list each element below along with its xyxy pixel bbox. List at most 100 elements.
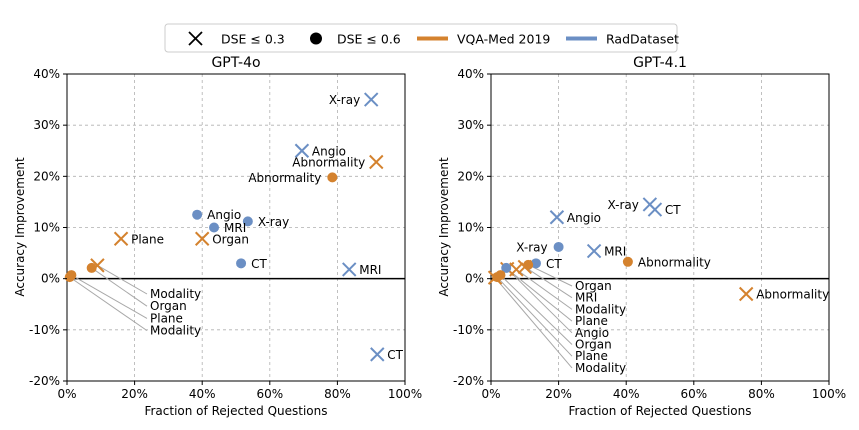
y-tick-label: 40%	[457, 67, 484, 81]
x-tick-label: 0%	[481, 387, 500, 401]
dot-marker-plane	[492, 272, 503, 283]
data-marks	[487, 197, 754, 302]
y-tick-label: -10%	[29, 323, 60, 337]
data-label-mri: MRI	[224, 221, 246, 235]
y-tick-label: 20%	[33, 169, 60, 183]
panel-gpt-4-1: GPT-4.1 X-ray CT Angio X-ray MRI Abnormality C…	[437, 55, 846, 418]
callout-leader	[500, 274, 573, 345]
data-label-abnormality: Abnormality	[638, 255, 711, 269]
callout-leader	[496, 276, 573, 357]
data-label-angio: Angio	[575, 326, 609, 340]
x-marker-organ	[194, 231, 210, 246]
data-label-x-ray: X-ray	[258, 215, 289, 229]
callout-leader	[527, 264, 573, 287]
data-label-ct: CT	[251, 257, 267, 271]
data-label-angio: Angio	[312, 144, 346, 158]
dot-marker-organ	[86, 262, 97, 273]
data-label-modality: Modality	[150, 287, 201, 301]
data-label-modality: Modality	[575, 302, 626, 316]
tick-labels: 0% 20% 40% 60% 80% 100% -20% -10% 0% 10% 20% 30% 40%	[29, 67, 422, 401]
data-label-plane: Plane	[575, 349, 608, 363]
x-marker-mri	[517, 259, 533, 275]
legend-dot-marker-icon	[310, 32, 322, 45]
data-label-mri: MRI	[359, 263, 381, 277]
x-tick-label: 20%	[121, 387, 148, 401]
callout-leader	[516, 269, 573, 310]
data-labels: X-ray CT Angio X-ray MRI Abnormality CT Abnorma…	[516, 198, 829, 375]
data-label-x-ray: X-ray	[608, 198, 639, 212]
x-tick-label: 40%	[189, 387, 216, 401]
callout-leader	[505, 267, 573, 334]
x-tick-label: 80%	[324, 387, 351, 401]
y-tick-label: 40%	[33, 67, 60, 81]
y-tick-label: -20%	[453, 374, 484, 388]
y-tick-label: 10%	[457, 221, 484, 235]
dot-marker-ct	[236, 258, 247, 269]
y-axis-label: Accuracy Improvement	[13, 157, 27, 297]
dot-marker-ct	[530, 258, 541, 269]
callout-leader	[524, 266, 573, 299]
y-axis-label: Accuracy Improvement	[437, 157, 451, 297]
x-axis-label: Fraction of Rejected Questions	[144, 404, 327, 418]
data-label-modality: Modality	[150, 324, 201, 338]
y-tick-label: 0%	[41, 272, 60, 286]
y-tick-label: 0%	[465, 272, 484, 286]
callout-leader	[506, 268, 573, 322]
data-label-abnormality: Abnormality	[292, 156, 365, 170]
y-tick-label: 30%	[33, 118, 60, 132]
x-marker-modality	[487, 270, 503, 285]
x-marker-x-ray	[363, 92, 379, 107]
dot-marker-x-ray	[553, 241, 564, 252]
x-marker-ct	[370, 347, 385, 362]
data-label-angio: Angio	[207, 208, 241, 222]
chart-title: GPT-4.1	[633, 55, 687, 71]
data-label-organ: Organ	[575, 338, 612, 352]
data-label-ct: CT	[546, 257, 562, 271]
data-label-plane: Plane	[150, 311, 183, 325]
x-marker-abnormality	[738, 286, 754, 302]
data-label-plane: Plane	[575, 314, 608, 328]
x-tick-label: 80%	[748, 387, 775, 401]
data-label-x-ray: X-ray	[329, 93, 360, 107]
tick-labels: 0% 20% 40% 60% 80% 100% -20% -10% 0% 10% 20% 30% 40%	[453, 67, 846, 401]
x-marker-mri	[586, 243, 602, 259]
legend-label-dse-06: DSE ≤ 0.6	[337, 32, 401, 47]
data-label-ct: CT	[387, 348, 403, 362]
dot-marker-x-ray	[242, 216, 253, 227]
data-label-organ: Organ	[212, 232, 249, 246]
x-tick-label: 100%	[388, 387, 422, 401]
legend-label-dse-03: DSE ≤ 0.3	[221, 32, 285, 47]
x-tick-label: 100%	[812, 387, 846, 401]
x-tick-label: 40%	[613, 387, 640, 401]
x-marker-mri	[342, 262, 357, 277]
callout-leader	[494, 277, 573, 369]
callout-leader	[69, 276, 148, 332]
legend-label-rad: RadDataset	[606, 32, 679, 47]
data-label-plane: Plane	[131, 232, 164, 246]
x-axis-label: Fraction of Rejected Questions	[568, 404, 751, 418]
data-label-abnormality: Abnormality	[756, 288, 829, 302]
y-tick-label: 10%	[33, 221, 60, 235]
dot-marker-angio	[501, 262, 512, 273]
legend-x-marker-icon	[188, 31, 203, 46]
y-tick-label: 20%	[457, 169, 484, 183]
dot-marker-abnormality	[327, 172, 338, 183]
y-tick-label: -10%	[453, 323, 484, 337]
data-label-modality: Modality	[575, 361, 626, 375]
callout-leaders	[69, 264, 148, 332]
x-marker-angio	[549, 210, 565, 225]
x-marker-abnormality	[369, 154, 384, 170]
callout-leader	[97, 264, 148, 295]
x-marker-ct	[647, 202, 663, 217]
y-tick-label: -20%	[29, 374, 60, 388]
data-marks	[64, 92, 385, 362]
data-label-ct: CT	[665, 203, 681, 217]
data-label-mri: MRI	[604, 245, 626, 259]
dot-marker-mri	[209, 222, 220, 233]
chart-title: GPT-4o	[211, 55, 260, 71]
x-tick-label: 20%	[545, 387, 572, 401]
y-tick-label: 30%	[457, 118, 484, 132]
data-label-mri: MRI	[575, 291, 597, 305]
